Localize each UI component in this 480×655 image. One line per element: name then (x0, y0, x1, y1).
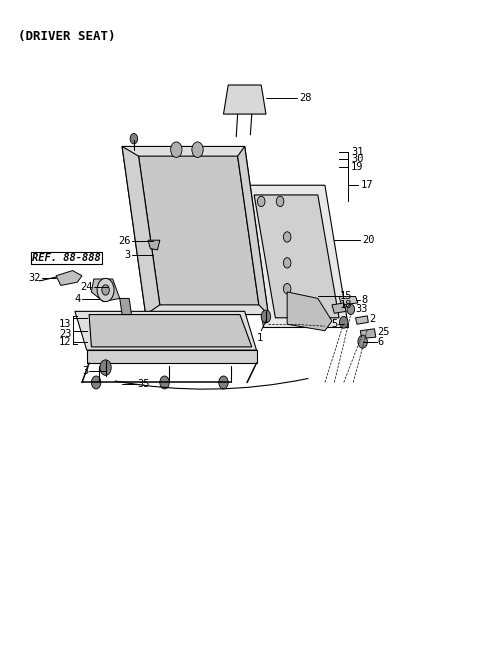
Polygon shape (240, 185, 348, 328)
Text: 31: 31 (351, 147, 363, 157)
Polygon shape (148, 240, 160, 250)
Text: 3: 3 (82, 366, 88, 376)
Text: REF. 88-888: REF. 88-888 (33, 253, 101, 263)
Text: 8: 8 (361, 295, 368, 305)
Circle shape (283, 284, 291, 294)
Circle shape (276, 196, 284, 206)
Circle shape (100, 360, 111, 375)
Text: 20: 20 (362, 235, 375, 245)
Text: 17: 17 (360, 180, 373, 190)
Text: (DRIVER SEAT): (DRIVER SEAT) (18, 30, 116, 43)
Text: 30: 30 (351, 155, 363, 164)
Circle shape (102, 285, 109, 295)
Text: 23: 23 (59, 329, 72, 339)
Circle shape (339, 316, 348, 328)
Text: 25: 25 (377, 327, 389, 337)
Text: 18: 18 (340, 300, 352, 310)
Polygon shape (139, 156, 259, 305)
Text: 12: 12 (59, 337, 72, 346)
Text: 32: 32 (28, 272, 41, 283)
Polygon shape (75, 311, 256, 350)
Text: 1: 1 (257, 333, 264, 343)
Polygon shape (89, 314, 252, 347)
Circle shape (171, 142, 182, 157)
Text: 13: 13 (59, 319, 72, 329)
Text: 26: 26 (118, 236, 131, 246)
Text: 35: 35 (137, 379, 150, 389)
Polygon shape (91, 279, 120, 302)
Polygon shape (122, 147, 160, 314)
Circle shape (283, 257, 291, 268)
Polygon shape (254, 195, 339, 318)
Polygon shape (224, 85, 266, 114)
Polygon shape (56, 271, 82, 286)
Circle shape (219, 376, 228, 389)
Circle shape (91, 376, 101, 389)
Circle shape (192, 142, 203, 157)
Text: 33: 33 (356, 305, 368, 314)
Circle shape (358, 335, 367, 348)
Polygon shape (356, 316, 368, 324)
Polygon shape (360, 329, 376, 339)
Polygon shape (332, 303, 346, 313)
Polygon shape (339, 297, 358, 305)
Circle shape (160, 376, 169, 389)
Text: 5: 5 (331, 318, 337, 329)
Polygon shape (122, 147, 268, 314)
Circle shape (257, 196, 265, 206)
Text: 3: 3 (124, 250, 131, 260)
Polygon shape (238, 147, 268, 314)
Polygon shape (287, 292, 332, 331)
Circle shape (130, 134, 138, 144)
Polygon shape (87, 350, 256, 363)
Circle shape (283, 232, 291, 242)
Text: 6: 6 (378, 337, 384, 346)
Circle shape (97, 278, 114, 302)
Circle shape (347, 304, 355, 314)
Text: 19: 19 (351, 162, 363, 172)
Text: 24: 24 (80, 282, 92, 291)
Polygon shape (120, 299, 132, 314)
Circle shape (261, 310, 271, 323)
Text: 15: 15 (340, 291, 352, 301)
Text: 2: 2 (370, 314, 376, 324)
Text: 4: 4 (75, 294, 81, 304)
Text: 28: 28 (299, 93, 312, 103)
